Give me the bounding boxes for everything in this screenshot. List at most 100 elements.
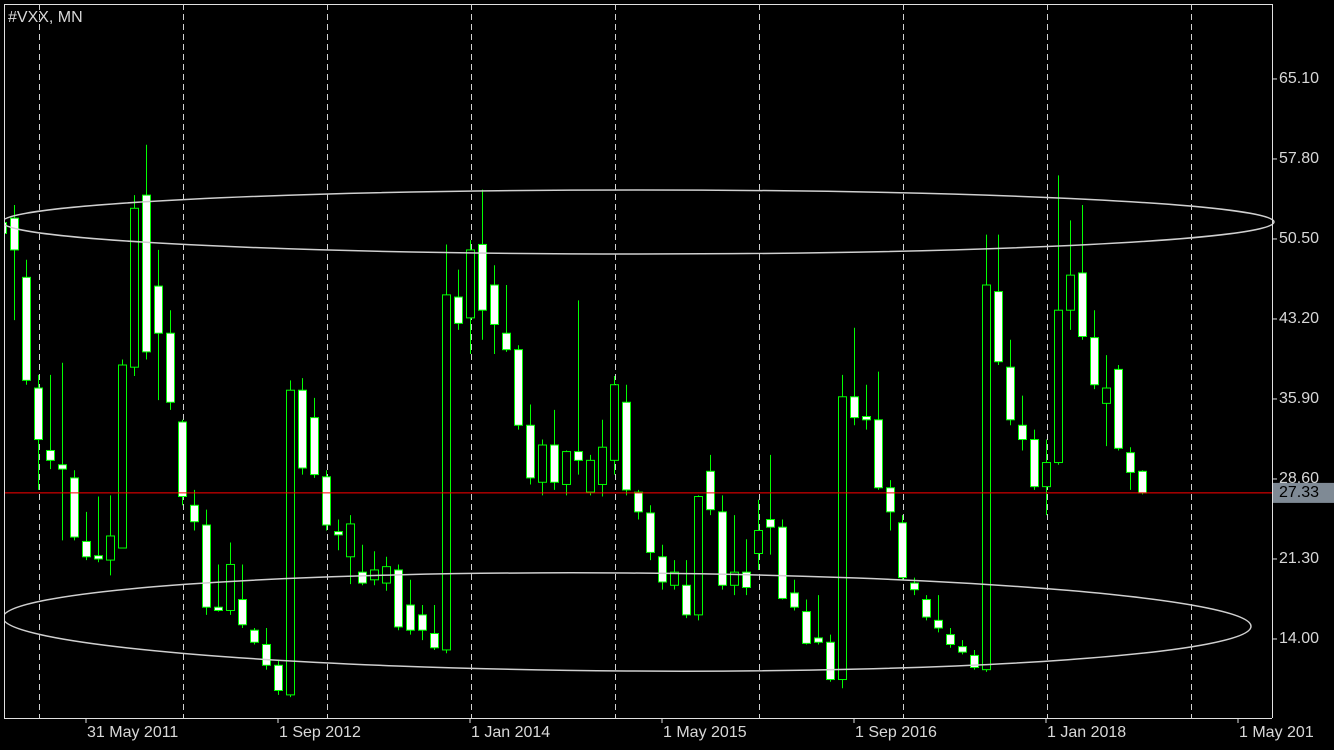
candle-body	[862, 416, 871, 421]
candle-body	[406, 604, 415, 631]
candle-body	[1078, 272, 1087, 338]
candle-body	[838, 396, 847, 681]
candle-body	[154, 285, 163, 334]
candle-body	[466, 249, 475, 319]
candle-body	[94, 555, 103, 560]
candle-body	[886, 487, 895, 513]
candle-body	[490, 284, 499, 325]
candle-body	[994, 291, 1003, 363]
candle-body	[586, 459, 595, 493]
candle-body	[946, 634, 955, 645]
candle-body	[1090, 337, 1099, 386]
candle-body	[238, 599, 247, 626]
candle-body	[178, 421, 187, 498]
left-margin	[0, 0, 4, 718]
candle-body	[514, 349, 523, 426]
candle-body	[358, 571, 367, 584]
candle-body	[550, 444, 559, 483]
candle-body	[598, 446, 607, 485]
candle-body	[850, 396, 859, 419]
candles	[0, 47, 1272, 698]
candle-body	[1114, 368, 1123, 449]
x-tick-label: 31 May 2011	[87, 724, 178, 741]
x-tick-label: 1 Sep 2016	[855, 724, 937, 741]
candle-body	[1042, 462, 1051, 488]
x-tick-label: 1 May 2015	[663, 724, 747, 741]
candle-body	[58, 464, 67, 470]
y-tick-label: 35.90	[1279, 390, 1319, 407]
candle-body	[142, 194, 151, 353]
candle-body	[1018, 424, 1027, 441]
candle-body	[286, 389, 295, 696]
candle-body	[718, 511, 727, 586]
candle-body	[778, 526, 787, 599]
candle-body	[982, 284, 991, 671]
candle-body	[874, 419, 883, 489]
y-tick-label: 57.80	[1279, 150, 1319, 167]
candle-body	[634, 491, 643, 513]
candle-body	[214, 606, 223, 611]
candle-body	[22, 276, 31, 381]
candle-body	[70, 477, 79, 538]
y-tick-label: 43.20	[1279, 310, 1319, 327]
candle-body	[34, 387, 43, 441]
candle-body	[574, 451, 583, 461]
candle-body	[934, 619, 943, 629]
candle-body	[706, 470, 715, 511]
candle-body	[922, 599, 931, 618]
candle-body	[694, 496, 703, 616]
candle-body	[622, 401, 631, 491]
candle-body	[754, 529, 763, 555]
candle-body	[250, 629, 259, 643]
candle-body	[1102, 387, 1111, 404]
x-tick-label: 1 Jan 2014	[471, 724, 550, 741]
candle-body	[10, 217, 19, 251]
candle-body	[742, 571, 751, 588]
candle-body	[958, 646, 967, 653]
candle-body	[226, 563, 235, 611]
candle-body	[658, 556, 667, 583]
candle-body	[310, 417, 319, 476]
candle-body	[814, 637, 823, 643]
candle-body	[826, 641, 835, 681]
candle-body	[910, 582, 919, 591]
candle-body	[646, 512, 655, 553]
candle-body	[478, 243, 487, 311]
candle-body	[1054, 309, 1063, 464]
y-tick-label: 50.50	[1279, 230, 1319, 247]
candle-body	[562, 451, 571, 485]
candle-body	[1006, 366, 1015, 421]
axes: 65.1057.8050.5043.2035.9028.6021.3014.00…	[85, 70, 1334, 741]
candle-body	[346, 523, 355, 558]
candle-body	[418, 614, 427, 631]
candle-body	[430, 633, 439, 649]
candle-body	[46, 449, 55, 461]
candle-body	[202, 524, 211, 608]
candle-body	[106, 535, 115, 561]
x-tick-label: 1 Jan 2018	[1047, 724, 1126, 741]
candle-body	[526, 424, 535, 479]
candle-body	[1138, 470, 1147, 494]
candle-body	[502, 332, 511, 351]
y-tick-label: 65.10	[1279, 70, 1319, 87]
chart-title: #VXX, MN	[8, 9, 83, 26]
price-label-box	[1273, 482, 1334, 503]
candle-body	[670, 571, 679, 586]
candle-body	[802, 611, 811, 644]
candle-body	[322, 476, 331, 526]
candle-body	[166, 332, 175, 403]
candle-body	[334, 531, 343, 536]
candle-body	[130, 207, 139, 368]
candle-body	[262, 643, 271, 666]
y-tick-label: 14.00	[1279, 630, 1319, 647]
price-label: 27.33	[1279, 484, 1319, 501]
candle-body	[766, 519, 775, 528]
candle-body	[274, 664, 283, 691]
candle-body	[454, 296, 463, 324]
candle-body	[610, 384, 619, 461]
grid	[39, 4, 1192, 718]
candle-body	[394, 569, 403, 628]
